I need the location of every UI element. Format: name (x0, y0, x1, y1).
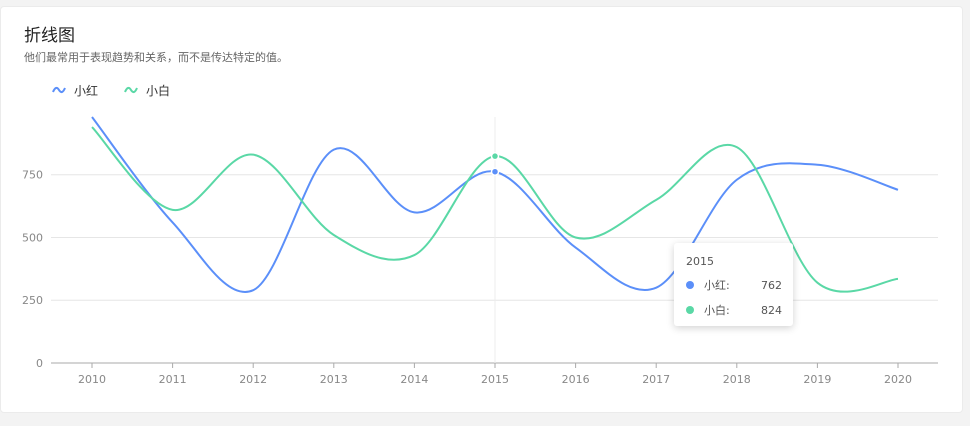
x-tick-label: 2019 (803, 373, 831, 386)
legend-item-series-2[interactable]: 小白 (124, 82, 170, 99)
legend-label-series-1: 小红 (74, 83, 99, 98)
x-tick-label: 2016 (562, 373, 590, 386)
tooltip-title: 2015 (686, 255, 714, 268)
tooltip-row-series-2: 小白: 824 (686, 302, 782, 318)
series-2-dot-icon (686, 306, 694, 314)
series-1-dot-icon (686, 281, 694, 289)
tooltip-row-name: 小白: (704, 304, 730, 317)
tooltip-row-series-1: 小红: 762 (686, 277, 782, 293)
x-tick-label: 2013 (320, 373, 348, 386)
tooltip-row-name: 小红: (704, 279, 730, 292)
chart-subtitle: 他们最常用于表现趋势和关系，而不是传达特定的值。 (24, 51, 288, 64)
x-tick-label: 2014 (400, 373, 428, 386)
y-tick-label: 0 (36, 357, 43, 370)
x-tick-label: 2012 (239, 373, 267, 386)
x-tick-label: 2020 (884, 373, 912, 386)
series-line-1 (91, 116, 899, 293)
tooltip-row-value: 824 (761, 303, 782, 317)
chart-title: 折线图 (24, 26, 75, 46)
tooltip: 2015 小红: 762 小白: 824 (674, 243, 793, 326)
legend-item-series-1[interactable]: 小红 (52, 82, 98, 99)
legend: 小红 小白 (52, 77, 170, 103)
x-tick-label: 2010 (78, 373, 106, 386)
x-tick-label: 2015 (481, 373, 509, 386)
y-tick-label: 250 (22, 294, 43, 307)
line-marker-icon (124, 86, 138, 94)
highlight-point-series-2 (490, 151, 500, 161)
x-tick-label: 2018 (723, 373, 751, 386)
legend-label-series-2: 小白 (146, 83, 171, 98)
x-tick-label: 2017 (642, 373, 670, 386)
x-tick-label: 2011 (159, 373, 187, 386)
y-tick-label: 750 (22, 169, 43, 182)
y-tick-label: 500 (22, 231, 43, 244)
tooltip-row-value: 762 (761, 278, 782, 292)
line-marker-icon (52, 86, 66, 94)
highlight-point-series-1 (490, 167, 500, 176)
